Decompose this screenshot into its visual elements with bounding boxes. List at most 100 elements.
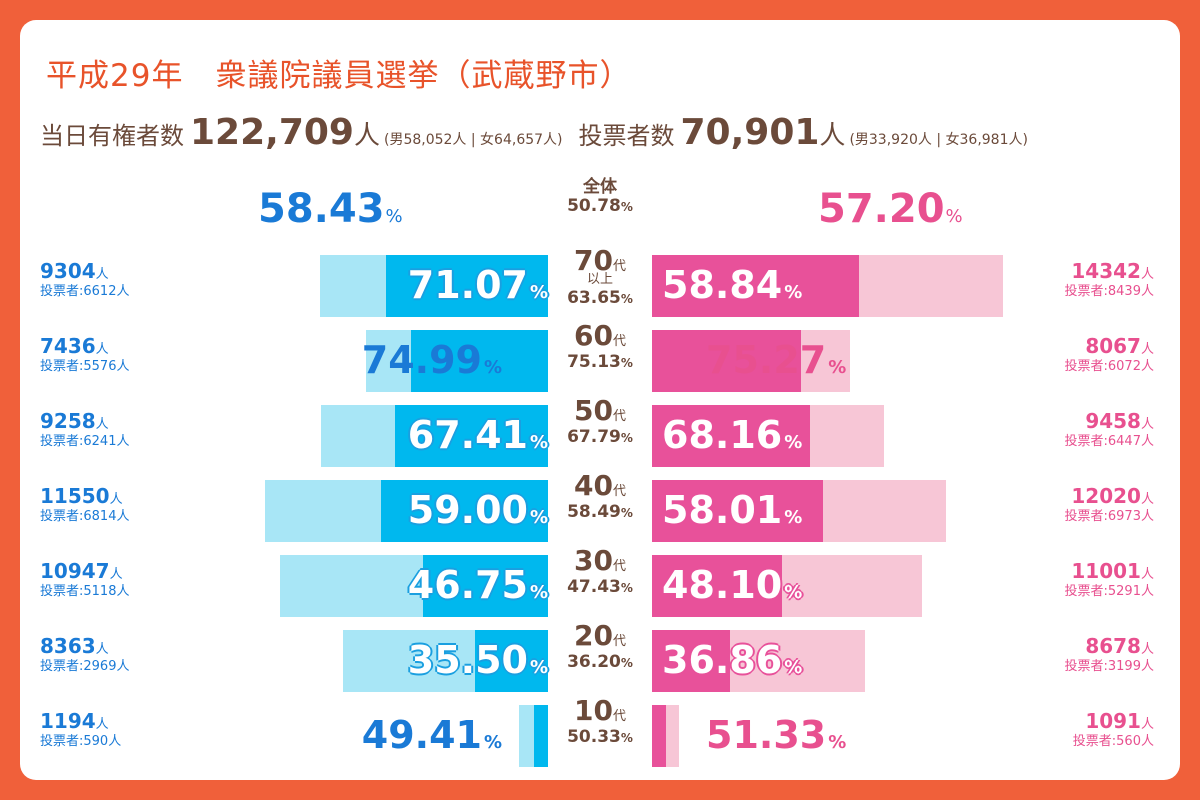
person-unit: 人 xyxy=(95,342,109,357)
male-counts: 1194人 投票者:590人 xyxy=(40,709,121,750)
male-voters: 投票者:590人 xyxy=(40,734,121,750)
male-electors: 11550人 xyxy=(40,484,130,509)
person-unit: 人 xyxy=(1140,642,1154,657)
voters-prefix: 投票者: xyxy=(40,659,84,674)
female-electors-value: 1091 xyxy=(1085,709,1141,733)
percent-sign: % xyxy=(529,657,548,678)
percent-sign: % xyxy=(483,357,502,378)
percent-sign: % xyxy=(620,199,633,214)
registered-breakdown: (男58,052人 | 女64,657人) xyxy=(383,132,563,148)
male-electors: 7436人 xyxy=(40,334,130,359)
female-electors: 8678人 xyxy=(1065,634,1154,659)
female-electors-value: 14342 xyxy=(1071,259,1141,283)
voters-breakdown: (男33,920人 | 女36,981人) xyxy=(849,132,1028,148)
age-suffix: 代 xyxy=(612,409,626,424)
percent-sign: % xyxy=(784,582,803,603)
female-rate-label: 58.01% xyxy=(662,488,802,532)
person-unit: 人 xyxy=(1140,567,1154,582)
male-electors: 8363人 xyxy=(40,634,130,659)
female-voters-bar xyxy=(652,255,859,317)
male-voters-value: 6814 xyxy=(83,509,117,524)
female-voters-value: 560 xyxy=(1116,734,1141,749)
age-overall-rate-value: 58.49 xyxy=(567,502,621,522)
person-unit: 人 xyxy=(1140,492,1154,507)
female-overall-rate: 57.20% xyxy=(818,186,963,232)
female-rate-label: 58.84% xyxy=(662,263,802,307)
age-number: 10 xyxy=(574,694,613,727)
percent-sign: % xyxy=(784,432,803,453)
age-label: 40代 58.49% xyxy=(557,472,643,521)
person-unit: 人 xyxy=(1140,659,1154,674)
female-electors-value: 8678 xyxy=(1085,634,1141,658)
age-suffix: 代 xyxy=(612,334,626,349)
female-electors: 1091人 xyxy=(1073,709,1154,734)
voters-label: 投票者数 xyxy=(578,122,675,150)
male-rate-label-value: 46.75 xyxy=(407,563,528,607)
female-electors: 8067人 xyxy=(1065,334,1154,359)
male-electors: 9258人 xyxy=(40,409,130,434)
age-overall-rate: 36.20% xyxy=(557,654,643,671)
female-voters-bar xyxy=(652,330,801,392)
age-row-20: 35.50% 36.86% 20代 36.20% 8363人 投票者:2969人 8678人… xyxy=(0,622,1200,692)
male-rate-label: 49.41% xyxy=(362,713,502,757)
male-voters-value: 590 xyxy=(83,734,109,749)
male-rate-label: 74.99% xyxy=(362,338,502,382)
male-voters-value: 2969 xyxy=(83,659,117,674)
voters-unit: 人 xyxy=(819,121,846,151)
male-voters-bar xyxy=(411,330,548,392)
age-heading: 10代 xyxy=(557,697,643,725)
female-rate-label-value: 51.33 xyxy=(706,713,827,757)
male-rate-label-value: 71.07 xyxy=(407,263,528,307)
male-counts: 9304人 投票者:6612人 xyxy=(40,259,130,300)
male-rate-label: 46.75% xyxy=(408,563,548,607)
age-number: 40 xyxy=(574,469,613,502)
age-number: 20 xyxy=(574,619,613,652)
female-voters: 投票者:3199人 xyxy=(1065,659,1155,675)
person-unit: 人 xyxy=(109,492,123,507)
male-rate-label: 71.07% xyxy=(408,263,548,307)
male-overall-value: 58.43 xyxy=(258,186,385,232)
age-overall-rate: 50.33% xyxy=(557,729,643,746)
female-voters: 投票者:6447人 xyxy=(1065,434,1155,450)
female-counts: 1091人 投票者:560人 xyxy=(1073,709,1154,750)
age-overall-rate: 63.65% xyxy=(557,290,643,307)
age-label: 70代 以上 63.65% xyxy=(557,247,643,307)
person-unit: 人 xyxy=(109,567,123,582)
female-overall-value: 57.20 xyxy=(818,186,945,232)
female-voters: 投票者:6072人 xyxy=(1065,359,1155,375)
male-electors-value: 10947 xyxy=(40,559,110,583)
age-suffix: 代 xyxy=(612,484,626,499)
age-row-70: 71.07% 58.84% 70代 以上 63.65% 9304人 投票者:6612人 143… xyxy=(0,247,1200,317)
percent-sign: % xyxy=(784,657,803,678)
female-electors-value: 9458 xyxy=(1085,409,1141,433)
voters-prefix: 投票者: xyxy=(40,584,84,599)
age-overall-rate: 67.79% xyxy=(557,429,643,446)
percent-sign: % xyxy=(945,206,963,227)
age-label: 60代 75.13% xyxy=(557,322,643,371)
age-label: 10代 50.33% xyxy=(557,697,643,746)
percent-sign: % xyxy=(483,732,502,753)
female-voters: 投票者:6973人 xyxy=(1065,509,1155,525)
male-rate-label-value: 59.00 xyxy=(407,488,528,532)
male-electors: 10947人 xyxy=(40,559,130,584)
age-row-60: 74.99% 75.27% 60代 75.13% 7436人 投票者:5576人 8067人… xyxy=(0,322,1200,392)
person-unit: 人 xyxy=(1140,584,1154,599)
female-rate-label-value: 68.16 xyxy=(662,413,783,457)
female-voters-value: 6072 xyxy=(1107,359,1141,374)
age-label: 20代 36.20% xyxy=(557,622,643,671)
person-unit: 人 xyxy=(1140,434,1154,449)
age-overall-rate-value: 36.20 xyxy=(567,652,621,672)
female-electors-value: 11001 xyxy=(1071,559,1141,583)
person-unit: 人 xyxy=(1140,267,1154,282)
voters-prefix: 投票者: xyxy=(1064,509,1108,524)
voters-prefix: 投票者: xyxy=(40,284,84,299)
female-voters-value: 5291 xyxy=(1107,584,1141,599)
age-sub-label: 以上 xyxy=(586,272,613,287)
female-voters-bar xyxy=(652,480,823,542)
age-heading: 40代 xyxy=(557,472,643,500)
voters-prefix: 投票者: xyxy=(1064,659,1108,674)
percent-sign: % xyxy=(529,507,548,528)
person-unit: 人 xyxy=(1140,359,1154,374)
female-rate-label-value: 58.84 xyxy=(662,263,783,307)
female-voters-bar xyxy=(652,405,810,467)
